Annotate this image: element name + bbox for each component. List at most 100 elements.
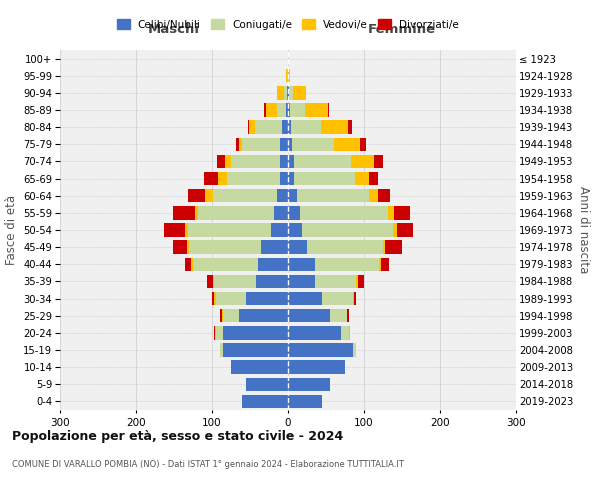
Bar (188, 189, 205, 202)
Bar (218, 172, 227, 186)
Bar (271, 224, 288, 236)
Bar (288, 274, 314, 288)
Bar (370, 189, 379, 202)
Bar (288, 172, 294, 186)
Bar (294, 172, 355, 186)
Bar (288, 86, 289, 100)
Bar (322, 292, 353, 306)
Text: Maschi: Maschi (148, 24, 200, 36)
Bar (231, 154, 280, 168)
Bar (205, 189, 213, 202)
Bar (289, 86, 293, 100)
Bar (286, 104, 288, 117)
Bar (248, 120, 249, 134)
Bar (374, 154, 383, 168)
Bar (292, 138, 334, 151)
Bar (322, 120, 348, 134)
Bar (393, 224, 397, 236)
Bar (164, 224, 185, 236)
Bar (227, 172, 280, 186)
Bar (287, 86, 288, 100)
Bar (239, 309, 288, 322)
Bar (290, 104, 305, 117)
Bar (394, 206, 410, 220)
Bar (216, 292, 246, 306)
Bar (173, 240, 187, 254)
Bar (288, 240, 307, 254)
Bar (256, 120, 282, 134)
Bar (383, 240, 385, 254)
Bar (397, 224, 413, 236)
Bar (277, 86, 284, 100)
Bar (185, 258, 191, 271)
Bar (288, 309, 330, 322)
Bar (280, 154, 288, 168)
Text: Popolazione per età, sesso e stato civile - 2024: Popolazione per età, sesso e stato civil… (12, 430, 343, 443)
Bar (288, 206, 300, 220)
Bar (222, 309, 223, 322)
Bar (288, 326, 341, 340)
Bar (328, 104, 329, 117)
Bar (280, 172, 288, 186)
Bar (382, 258, 389, 271)
Bar (199, 206, 274, 220)
Bar (187, 240, 189, 254)
Bar (388, 206, 394, 220)
Bar (223, 344, 288, 356)
Bar (288, 394, 322, 408)
Bar (314, 258, 379, 271)
Bar (288, 224, 302, 236)
Bar (288, 344, 353, 356)
Bar (246, 292, 288, 306)
Bar (348, 120, 352, 134)
Bar (214, 274, 256, 288)
Bar (173, 206, 194, 220)
Bar (189, 240, 262, 254)
Bar (242, 394, 288, 408)
Bar (351, 154, 374, 168)
Bar (284, 86, 287, 100)
Bar (347, 309, 349, 322)
Bar (294, 154, 351, 168)
Bar (286, 69, 288, 82)
Bar (266, 104, 277, 117)
Bar (291, 120, 322, 134)
Bar (262, 240, 288, 254)
Bar (223, 309, 239, 322)
Bar (288, 258, 314, 271)
Bar (288, 189, 297, 202)
Bar (354, 292, 356, 306)
Bar (214, 326, 215, 340)
Bar (297, 189, 370, 202)
Bar (223, 326, 288, 340)
Bar (288, 138, 292, 151)
Bar (265, 104, 266, 117)
Bar (379, 189, 390, 202)
Bar (213, 189, 277, 202)
Bar (277, 104, 286, 117)
Bar (349, 326, 350, 340)
Bar (185, 224, 188, 236)
Bar (216, 326, 223, 340)
Bar (288, 378, 330, 391)
Bar (220, 309, 222, 322)
Bar (305, 104, 328, 117)
Bar (246, 378, 288, 391)
Bar (353, 344, 356, 356)
Bar (355, 172, 368, 186)
Bar (225, 154, 231, 168)
Bar (188, 224, 271, 236)
Bar (300, 206, 388, 220)
Bar (360, 138, 366, 151)
Bar (288, 154, 294, 168)
Bar (217, 154, 225, 168)
Y-axis label: Anni di nascita: Anni di nascita (577, 186, 590, 274)
Bar (220, 344, 223, 356)
Bar (302, 224, 393, 236)
Bar (206, 274, 213, 288)
Bar (341, 326, 349, 340)
Bar (358, 274, 364, 288)
Bar (213, 274, 214, 288)
Legend: Celibi/Nubili, Coniugati/e, Vedovi/e, Divorziati/e: Celibi/Nubili, Coniugati/e, Vedovi/e, Di… (113, 15, 463, 34)
Bar (215, 326, 216, 340)
